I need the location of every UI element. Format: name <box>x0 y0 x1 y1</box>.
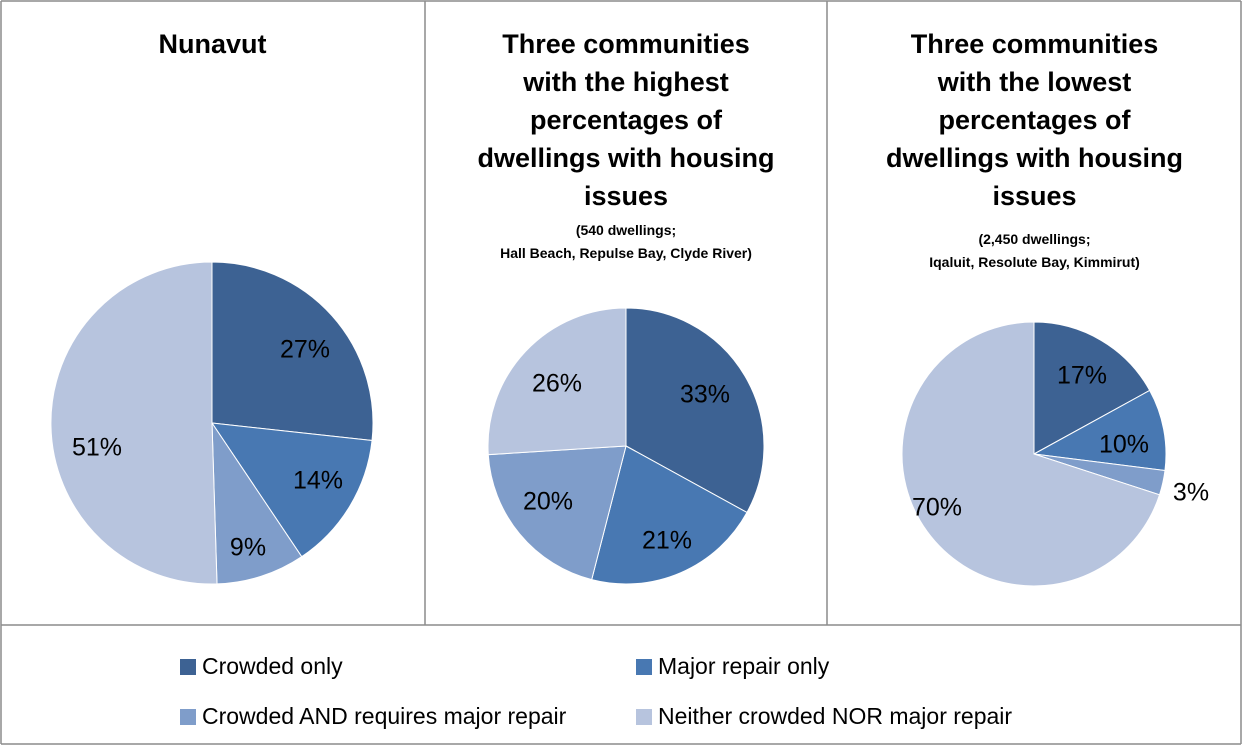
legend: Crowded only Major repair only Crowded A… <box>0 625 1242 745</box>
legend-swatch-neither <box>636 708 652 725</box>
data-label-neither: 70% <box>912 494 962 522</box>
panel-2-subtitle-line-1: (540 dwellings; <box>575 222 677 238</box>
pie-slice-major-repair-only <box>210 422 373 558</box>
pie-slice-crowded-only <box>1033 321 1151 455</box>
panel-3-title-line-5: issues <box>992 181 1077 211</box>
legend-swatch-major-repair-only <box>636 658 652 675</box>
panel-2-title-line-2: with the highest <box>523 67 729 97</box>
pie-slice-crowded-only <box>211 261 374 442</box>
panel-2-title-line-1: Three communities <box>502 29 750 59</box>
legend-item-crowded-and-repair: Crowded AND requires major repair <box>180 703 566 730</box>
pie-slice-neither <box>487 307 627 456</box>
data-label-crowded-only: 17% <box>1057 362 1107 390</box>
pie-chart-lowest: 17% 10% 3% 70% <box>901 321 1209 587</box>
data-label-crowded-only: 33% <box>680 381 730 409</box>
data-label-crowded-only: 27% <box>280 336 330 364</box>
legend-label: Major repair only <box>658 653 830 679</box>
legend-item-crowded-only: Crowded only <box>180 653 343 680</box>
legend-swatch-crowded-and-repair <box>180 708 196 725</box>
panel-1-title-line: Nunavut <box>158 29 267 59</box>
data-label-crowded-and-repair: 20% <box>523 488 573 516</box>
data-label-neither: 26% <box>532 370 582 398</box>
pie-slice-neither <box>50 261 218 585</box>
legend-swatch-crowded-only <box>180 658 196 675</box>
legend-label: Neither crowded NOR major repair <box>658 703 1013 729</box>
pie-slice-crowded-only <box>625 307 765 514</box>
pie-chart-highest: 33% 21% 20% 26% <box>487 307 765 585</box>
data-label-major-repair-only: 10% <box>1099 431 1149 459</box>
panel-2-title-line-3: percentages of <box>529 105 723 135</box>
data-label-crowded-and-repair: 3% <box>1173 479 1209 507</box>
data-label-major-repair-only: 14% <box>293 467 343 495</box>
panel-3-subtitle-line-1: (2,450 dwellings; <box>978 231 1091 247</box>
panel-3-title-line-2: with the lowest <box>937 67 1132 97</box>
panel-3-title-line-4: dwellings with housing <box>886 143 1183 173</box>
panel-2-title-line-4: dwellings with housing <box>477 143 775 173</box>
panel-3-title-line-3: percentages of <box>938 105 1131 135</box>
legend-label: Crowded only <box>202 653 343 679</box>
panel-2-title: Three communities with the highest perce… <box>426 25 826 215</box>
pie-slice-crowded-and-repair <box>487 445 627 581</box>
panel-3-title-line-1: Three communities <box>910 29 1159 59</box>
pie-slice-neither <box>901 321 1161 587</box>
panel-3-subtitle-line-2: Iqaluit, Resolute Bay, Kimmirut) <box>929 254 1140 270</box>
data-label-major-repair-only: 21% <box>642 527 692 555</box>
panel-2-subtitle: (540 dwellings; Hall Beach, Repulse Bay,… <box>426 219 826 265</box>
panel-3-title: Three communities with the lowest percen… <box>828 25 1241 215</box>
legend-item-neither: Neither crowded NOR major repair <box>636 703 1012 730</box>
pie-slice-major-repair-only <box>591 445 748 585</box>
panel-2-subtitle-line-2: Hall Beach, Repulse Bay, Clyde River) <box>500 245 752 261</box>
pie-slice-major-repair-only <box>1032 389 1167 472</box>
panel-2-title-line-5: issues <box>583 181 669 211</box>
panel-1-title: Nunavut <box>0 25 425 63</box>
panel-3-subtitle: (2,450 dwellings; Iqaluit, Resolute Bay,… <box>828 228 1241 274</box>
pie-slice-crowded-and-repair <box>211 421 303 585</box>
legend-label: Crowded AND requires major repair <box>202 703 567 729</box>
data-label-crowded-and-repair: 9% <box>230 534 266 562</box>
legend-item-major-repair-only: Major repair only <box>636 653 829 680</box>
data-label-neither: 51% <box>72 434 122 462</box>
pie-chart-nunavut: 27% 14% 9% 51% <box>50 261 374 585</box>
